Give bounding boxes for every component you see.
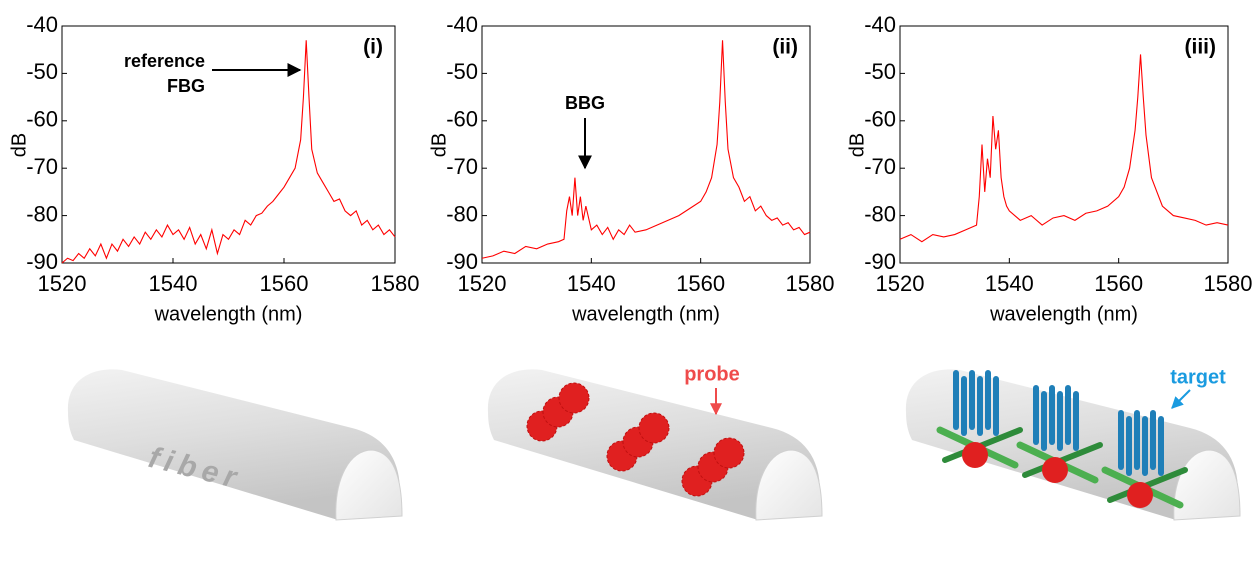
target-antibody	[985, 370, 991, 430]
target-antibody	[1057, 391, 1063, 451]
y-tick-label: -40	[864, 12, 896, 37]
target-antibody	[1150, 410, 1156, 470]
panel-label: (iii)	[1185, 36, 1217, 59]
y-tick-label: -50	[864, 59, 896, 84]
x-tick-label: 1540	[985, 271, 1034, 296]
x-tick-label: 1580	[371, 271, 420, 296]
probe-label: probe	[684, 363, 740, 385]
annotation: reference	[124, 51, 205, 71]
x-tick-label: 1580	[1204, 271, 1253, 296]
plot-frame	[899, 25, 1229, 264]
y-tick-label: -60	[446, 107, 478, 132]
x-tick-label: 1540	[149, 271, 198, 296]
fiber-illustration	[487, 369, 823, 521]
target-antibody	[993, 376, 999, 436]
target-antibody	[961, 376, 967, 436]
probe-blob	[962, 442, 988, 468]
y-tick-label: -80	[446, 201, 478, 226]
x-tick-label: 1520	[38, 271, 87, 296]
target-antibody	[1065, 385, 1071, 445]
panel-label: (ii)	[772, 36, 798, 59]
annotation: BBG	[565, 93, 605, 113]
fiber-face	[1173, 449, 1241, 521]
x-tick-label: 1560	[1094, 271, 1143, 296]
spectrum-line	[481, 40, 811, 259]
plot-frame	[61, 25, 396, 264]
target-antibody	[1158, 416, 1164, 476]
y-tick-label: -50	[446, 59, 478, 84]
y-tick-label: -60	[864, 107, 896, 132]
y-tick-label: -70	[26, 154, 58, 179]
y-axis-label: dB	[428, 133, 450, 157]
probe-blob	[1127, 482, 1153, 508]
target-antibody	[1041, 391, 1047, 451]
y-axis-label: dB	[8, 133, 30, 157]
target-antibody	[1049, 385, 1055, 445]
spectrum-line	[899, 54, 1229, 243]
target-antibody	[1134, 410, 1140, 470]
probe-blob	[713, 437, 745, 469]
target-antibody	[1142, 416, 1148, 476]
x-axis-label: wavelength (nm)	[571, 303, 720, 325]
x-tick-label: 1580	[786, 271, 835, 296]
probe-blob	[638, 412, 670, 444]
probe-blob	[558, 382, 590, 414]
target-antibody	[1073, 391, 1079, 451]
y-tick-label: -80	[26, 201, 58, 226]
y-tick-label: -70	[446, 154, 478, 179]
x-tick-label: 1560	[260, 271, 309, 296]
target-antibody	[1118, 410, 1124, 470]
y-axis-label: dB	[846, 133, 868, 157]
x-tick-label: 1520	[876, 271, 925, 296]
panel-label: (i)	[363, 36, 383, 59]
y-tick-label: -80	[864, 201, 896, 226]
target-antibody	[969, 370, 975, 430]
target-antibody	[1126, 416, 1132, 476]
x-tick-label: 1520	[458, 271, 507, 296]
y-tick-label: -50	[26, 59, 58, 84]
fiber-body	[67, 369, 401, 520]
fiber-face	[755, 449, 823, 521]
y-tick-label: -40	[446, 12, 478, 37]
target-antibody	[977, 376, 983, 436]
y-tick-label: -60	[26, 107, 58, 132]
target-label: target	[1170, 366, 1226, 388]
y-tick-label: -90	[26, 249, 58, 274]
x-axis-label: wavelength (nm)	[154, 303, 303, 325]
x-axis-label: wavelength (nm)	[989, 303, 1138, 325]
y-tick-label: -90	[446, 249, 478, 274]
target-antibody	[953, 370, 959, 430]
target-antibody	[1033, 385, 1039, 445]
probe-blob	[1042, 457, 1068, 483]
y-tick-label: -90	[864, 249, 896, 274]
y-tick-label: -70	[864, 154, 896, 179]
plot-frame	[481, 25, 811, 264]
x-tick-label: 1560	[676, 271, 725, 296]
x-tick-label: 1540	[567, 271, 616, 296]
spectrum-line	[61, 40, 396, 264]
fiber-illustration	[67, 369, 403, 521]
target-arrow	[1171, 389, 1191, 409]
y-tick-label: -40	[26, 12, 58, 37]
annotation: FBG	[167, 76, 205, 96]
fiber-face	[335, 449, 403, 521]
